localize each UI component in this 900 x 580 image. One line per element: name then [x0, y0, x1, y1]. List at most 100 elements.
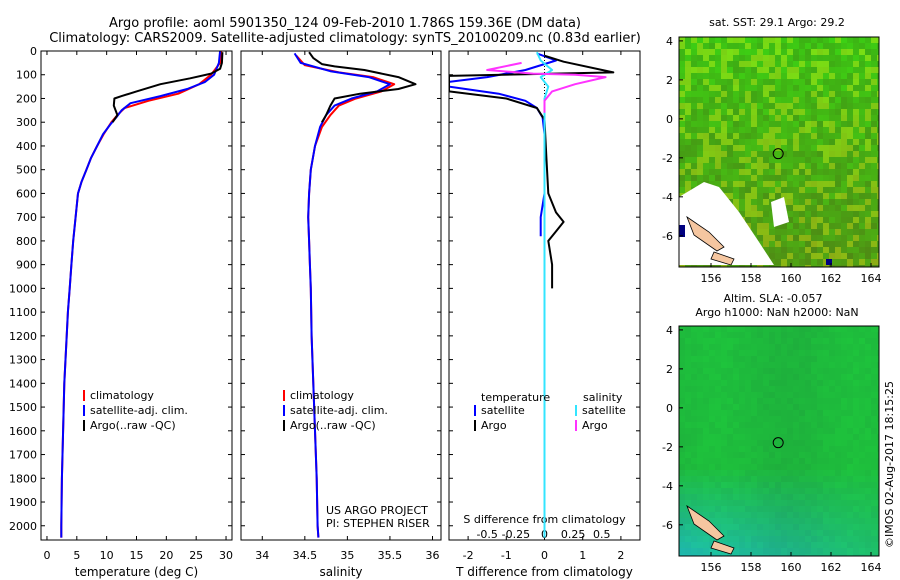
- map-cell: [805, 554, 811, 556]
- map-cell: [685, 398, 691, 404]
- map-cell: [679, 464, 685, 470]
- map-cell: [787, 229, 793, 235]
- map-cell: [763, 199, 769, 205]
- map-cell: [691, 398, 697, 404]
- map-cell: [769, 368, 775, 374]
- map-cell: [871, 175, 877, 181]
- map-cell: [757, 518, 763, 524]
- map-cell: [793, 338, 799, 344]
- map-cell: [739, 115, 745, 121]
- map-cell: [739, 181, 745, 187]
- map-cell: [787, 97, 793, 103]
- map-cell: [793, 326, 799, 332]
- map-cell: [877, 512, 879, 518]
- map-cell: [781, 398, 787, 404]
- map-cell: [805, 205, 811, 211]
- map-cell: [829, 145, 835, 151]
- map-cell: [703, 139, 709, 145]
- map-cell: [847, 85, 853, 91]
- map-cell: [709, 127, 715, 133]
- map-cell: [691, 440, 697, 446]
- map-cell: [865, 259, 871, 265]
- map-cell: [763, 554, 769, 556]
- map-cell: [805, 49, 811, 55]
- map-cell: [733, 380, 739, 386]
- map-cell: [697, 368, 703, 374]
- map-cell: [715, 458, 721, 464]
- map-cell: [685, 536, 691, 542]
- map-cell: [871, 91, 877, 97]
- map-cell: [811, 428, 817, 434]
- map-cell: [679, 79, 685, 85]
- map-cell: [811, 440, 817, 446]
- map-cell: [733, 61, 739, 67]
- map-cell: [829, 121, 835, 127]
- map-cell: [847, 235, 853, 241]
- map-cell: [811, 374, 817, 380]
- map-cell: [709, 49, 715, 55]
- map-cell: [811, 103, 817, 109]
- map-cell: [697, 428, 703, 434]
- map-cell: [715, 127, 721, 133]
- map-cell: [859, 548, 865, 554]
- map-cell: [847, 97, 853, 103]
- map-cell: [805, 530, 811, 536]
- map-cell: [805, 404, 811, 410]
- map-cell: [817, 67, 823, 73]
- map-cell: [877, 440, 879, 446]
- map-cell: [679, 139, 685, 145]
- map-cell: [781, 422, 787, 428]
- map-cell: [859, 518, 865, 524]
- map-cell: [727, 115, 733, 121]
- map-cell: [745, 356, 751, 362]
- salinity-legend-label: climatology: [290, 389, 354, 402]
- map-cell: [865, 163, 871, 169]
- map-cell: [721, 524, 727, 530]
- map-cell: [721, 121, 727, 127]
- map-cell: [757, 133, 763, 139]
- map-cell: [697, 145, 703, 151]
- map-cell: [769, 73, 775, 79]
- map-cell: [877, 350, 879, 356]
- map-cell: [685, 494, 691, 500]
- salinity-legend-label: Argo(..raw -QC): [290, 419, 376, 432]
- map-cell: [823, 446, 829, 452]
- map-cell: [703, 458, 709, 464]
- map-cell: [745, 500, 751, 506]
- map-cell: [703, 554, 709, 556]
- map-cell: [841, 464, 847, 470]
- map-cell: [829, 169, 835, 175]
- map-cell: [859, 139, 865, 145]
- map-cell: [781, 145, 787, 151]
- map-cell: [739, 187, 745, 193]
- map-cell: [763, 422, 769, 428]
- map-cell: [751, 422, 757, 428]
- map-cell: [697, 326, 703, 332]
- map-cell: [793, 181, 799, 187]
- map-cell: [841, 410, 847, 416]
- map-cell: [853, 428, 859, 434]
- map-cell: [877, 494, 879, 500]
- map-cell: [817, 488, 823, 494]
- map-cell: [823, 103, 829, 109]
- map-cell: [685, 175, 691, 181]
- map-cell: [763, 235, 769, 241]
- map-cell: [709, 404, 715, 410]
- map-cell: [877, 145, 879, 151]
- map-cell: [715, 440, 721, 446]
- map-cell: [841, 392, 847, 398]
- map-cell: [697, 464, 703, 470]
- map-cell: [727, 61, 733, 67]
- map-cell: [697, 506, 703, 512]
- map-cell: [751, 410, 757, 416]
- map-cell: [769, 530, 775, 536]
- map-cell: [751, 61, 757, 67]
- map-cell: [787, 103, 793, 109]
- map-cell: [859, 386, 865, 392]
- map-cell: [877, 524, 879, 530]
- map-cell: [685, 434, 691, 440]
- map-cell: [733, 79, 739, 85]
- map-cell: [799, 470, 805, 476]
- map-cell: [871, 241, 877, 247]
